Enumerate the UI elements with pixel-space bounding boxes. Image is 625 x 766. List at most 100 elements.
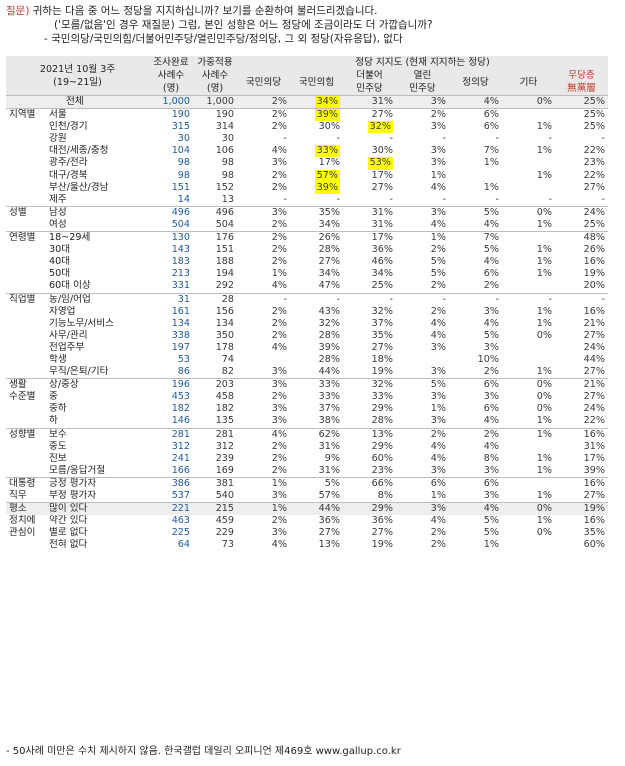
value-cell: 1% [430,169,446,181]
value-cell: 6% [483,268,499,280]
value-cell: 5% [430,256,446,268]
period-label: 2021년 10월 3주 [39,63,116,75]
segment-label: 인천/경기 [49,121,88,133]
group-label: 성향별 [6,427,46,441]
value-cell: 3% [483,490,499,501]
value-cell [502,342,555,354]
value-cell: 3% [396,502,449,516]
value-cell: 4% [483,415,499,427]
table-row: 직업별 농/임/어업 31 28- - - - - - - [6,292,608,306]
weighted-count: 176 [193,231,237,245]
group-label: 지역별 [6,108,46,122]
value-cell: 30% [318,121,340,133]
value-cell: 5% [396,378,449,392]
value-cell: 5% [290,476,343,490]
value-cell: 43% [318,305,340,317]
group-label [6,441,46,453]
value-cell: - [336,133,340,145]
sample-count: 146 [171,415,190,427]
group-label: 생활 [6,378,46,392]
value-cell: 1% [430,403,446,415]
done-count-header: 조사완료 [149,56,193,69]
value-cell: 34% [290,94,343,109]
sample-count: 386 [149,476,193,490]
group-label [6,219,46,232]
value-cell: 4% [271,341,287,353]
value-cell: 6% [449,378,502,392]
value-cell: 35% [583,527,605,539]
value-cell: 23% [583,157,605,169]
question-text: 귀하는 다음 중 어느 정당을 지지하십니까? 보기를 순환하여 불러드리겠습니… [32,5,378,17]
value-cell: 27% [371,341,393,353]
segment-label: 긍정 평가자 [46,476,149,490]
value-cell: 3% [430,157,446,169]
segment-label: 약간 있다 [49,515,88,527]
group-label [6,539,46,551]
value-cell: 3% [237,378,290,392]
value-cell: - [290,292,343,306]
value-cell: 1% [536,415,552,427]
value-cell: 27% [583,366,605,378]
weighted-count-unit: (명) [193,82,237,96]
value-cell: 34% [318,268,340,280]
value-cell: 2% [430,305,446,317]
weighted-count: 74 [221,353,234,365]
table-row: 지역별 서울 190 190 2% 39% 27% 2% 6% 25% [6,108,608,122]
value-cell: - [449,292,502,306]
value-cell: 24% [583,341,605,353]
value-cell: 1% [536,256,552,268]
value-cell: 4% [483,440,499,452]
segment-label: 30대 [49,244,71,256]
segment-label: 60대 이상 [49,280,91,292]
value-cell: 4% [483,218,499,230]
value-cell: 2% [430,539,446,551]
value-cell [502,157,555,169]
value-cell: 37% [318,403,340,415]
value-cell: 62% [290,427,343,441]
sample-count: 331 [171,280,190,292]
table-row: 강원 30 30 - - - - - - - [6,133,608,145]
weighted-count: 188 [215,256,234,268]
weighted-count: 459 [215,515,234,527]
value-cell: 4% [271,145,287,157]
sample-count: 183 [171,256,190,268]
value-cell: 3% [237,205,290,219]
sample-count: 86 [177,366,190,378]
value-cell: 27% [371,181,393,193]
value-cell: 2% [271,169,287,181]
table-row: 여성 504 504 2% 34% 31% 4% 4% 1% 25% [6,219,608,232]
value-cell: 19% [371,539,393,551]
value-cell: 1% [536,145,552,157]
value-cell: 36% [371,515,393,527]
value-cell: 39% [583,464,605,476]
value-cell: 8% [483,452,499,464]
sample-count: 104 [171,145,190,157]
sample-count: 453 [171,391,190,403]
value-cell: 27% [318,256,340,268]
value-cell: 30% [371,145,393,157]
value-cell: 3% [396,94,449,109]
sample-count: 161 [171,305,190,317]
table-row: 인천/경기 315 314 2% 30% 32% 3% 6% 1% 25% [6,121,608,134]
value-cell [502,108,555,122]
weighted-count: 381 [193,476,237,490]
party-header-3b: 민주당 [356,83,383,94]
sample-count: 504 [171,218,190,230]
value-cell: 44% [583,353,605,365]
value-cell: 4% [430,181,446,193]
value-cell: 31% [371,218,393,230]
segment-label: 전업주부 [49,341,85,353]
segment-label: 모름/응답거절 [49,464,106,476]
segment-label: 50대 [49,268,71,280]
value-cell: 44% [318,366,340,378]
value-cell: 32% [318,317,340,329]
segment-label: 중하 [49,403,67,415]
value-cell: 2% [396,108,449,122]
table-row: 직무 부정 평가자 537 540 3% 57% 8% 1% 3% 1% 27% [6,490,608,503]
value-cell: 6% [449,108,502,122]
segment-label: 부정 평가자 [49,490,97,501]
value-cell: 2% [237,231,290,245]
segment-label: 학생 [49,353,67,365]
segment-label: 사무/관리 [49,329,88,341]
table-row: 부산/울산/경남 151 152 2% 39% 27% 4% 1% 27% [6,181,608,194]
